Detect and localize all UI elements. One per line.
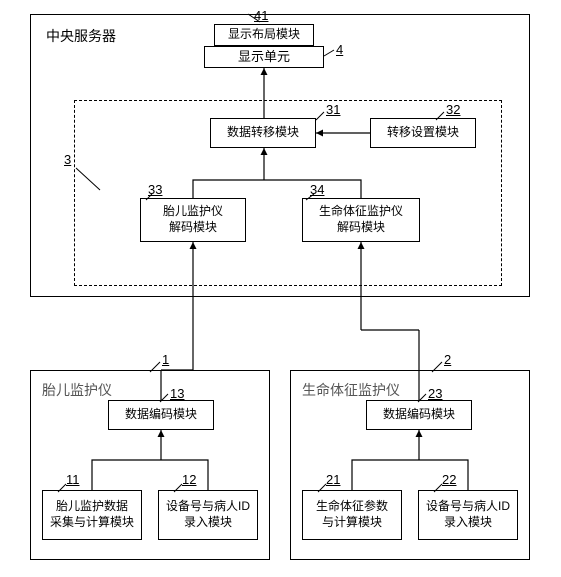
num-41: 41 (254, 8, 268, 23)
fetal-id-module: 设备号与病人ID 录入模块 (158, 490, 258, 540)
display-layout-module: 显示布局模块 (214, 24, 314, 46)
display-unit-module: 显示单元 (204, 46, 324, 68)
num-23: 23 (428, 386, 442, 401)
fetal-decode-module: 胎儿监护仪 解码模块 (140, 198, 246, 242)
num-31: 31 (326, 102, 340, 117)
num-34: 34 (310, 182, 324, 197)
num-11: 11 (66, 472, 80, 487)
num-1: 1 (162, 352, 169, 367)
vital-monitor-label: 生命体征监护仪 (302, 380, 400, 400)
num-21: 21 (326, 472, 340, 487)
vital-encode-module: 数据编码模块 (366, 400, 472, 430)
fetal-monitor-label: 胎儿监护仪 (42, 380, 112, 400)
num-4: 4 (336, 42, 343, 57)
num-2: 2 (444, 352, 451, 367)
num-33: 33 (148, 182, 162, 197)
num-32: 32 (446, 102, 460, 117)
fetal-encode-module: 数据编码模块 (108, 400, 214, 430)
vital-id-module: 设备号与病人ID 录入模块 (418, 490, 518, 540)
num-13: 13 (170, 386, 184, 401)
vital-decode-module: 生命体征监护仪 解码模块 (302, 198, 420, 242)
num-12: 12 (182, 472, 196, 487)
num-3: 3 (64, 152, 71, 167)
central-server-label: 中央服务器 (46, 26, 116, 46)
vital-param-module: 生命体征参数 与计算模块 (302, 490, 402, 540)
num-22: 22 (442, 472, 456, 487)
transfer-setting-module: 转移设置模块 (370, 118, 476, 148)
data-transfer-module: 数据转移模块 (210, 118, 316, 148)
fetal-collect-module: 胎儿监护数据 采集与计算模块 (42, 490, 142, 540)
